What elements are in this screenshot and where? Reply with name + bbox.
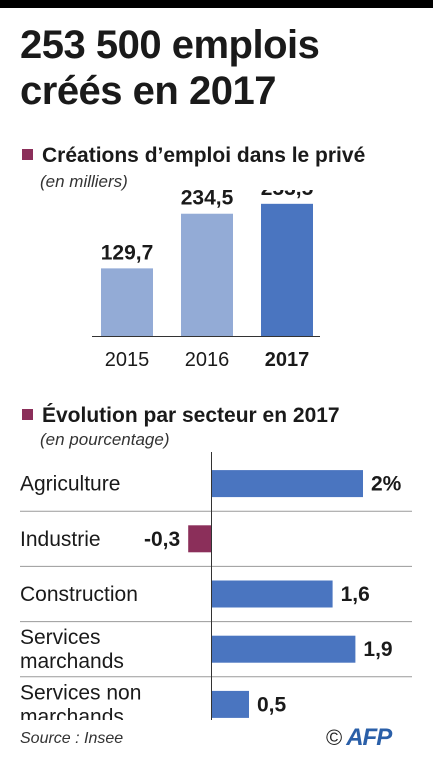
category-label-construction: Construction <box>20 583 138 606</box>
value-label-industrie: -0,3 <box>144 528 180 551</box>
top-bar <box>0 0 433 8</box>
source-note: Source : Insee <box>20 730 124 747</box>
bar-agriculture <box>211 470 363 498</box>
bar-construction <box>211 580 333 608</box>
value-label-2015: 129,7 <box>101 241 154 264</box>
value-label-2016: 234,5 <box>181 190 234 210</box>
chart2-subtitle: (en pourcentage) <box>40 430 170 449</box>
value-label-construction: 1,6 <box>341 583 370 606</box>
category-label-line: marchands <box>20 650 124 673</box>
value-label-2017: 253,5 <box>261 190 314 200</box>
page-title: 253 500 emplois créés en 2017 <box>20 23 320 113</box>
value-label-services-non-marchands: 0,5 <box>257 693 287 716</box>
copyright-symbol: © <box>326 725 343 750</box>
sector-bar-chart: Agriculture 2% Industrie -0,3 Construction 1,… <box>20 452 412 720</box>
bar-services-marchands <box>211 635 356 663</box>
chart2-marker <box>22 409 33 420</box>
category-label-line: marchands <box>20 705 124 720</box>
chart2-heading: Évolution par secteur en 2017 <box>22 404 340 428</box>
chart1-heading: Créations d’emploi dans le privé <box>22 144 365 168</box>
tick-label-2015: 2015 <box>105 349 150 371</box>
tick-label-2017: 2017 <box>265 349 310 371</box>
category-label-services-non-marchands: Services non marchands <box>20 681 141 720</box>
category-label-industrie: Industrie <box>20 528 101 551</box>
afp-credit: © AFP <box>326 724 392 752</box>
category-label-line: Services <box>20 626 101 649</box>
category-label-agriculture: Agriculture <box>20 473 120 496</box>
chart1-marker <box>22 149 33 160</box>
category-label-line: Agriculture <box>20 473 120 496</box>
bar-services-non-marchands <box>211 690 249 718</box>
chart1-subtitle: (en milliers) <box>40 172 128 191</box>
bar-2017 <box>261 203 313 336</box>
category-label-line: Industrie <box>20 528 101 551</box>
chart1-title: Créations d’emploi dans le privé <box>42 144 366 167</box>
afp-logo: AFP <box>346 724 392 751</box>
jobs-bar-chart: 129,7 2015 234,5 2016 253,5 2017 <box>92 190 320 371</box>
bar-2015 <box>101 268 153 336</box>
value-label-services-marchands: 1,9 <box>363 638 392 661</box>
value-label-agriculture: 2% <box>371 473 402 496</box>
tick-label-2016: 2016 <box>185 349 230 371</box>
bar-industrie <box>188 525 211 553</box>
category-label-services-marchands: Services marchands <box>20 626 124 673</box>
bar-2016 <box>181 213 233 336</box>
category-label-line: Services non <box>20 681 141 704</box>
chart2-title: Évolution par secteur en 2017 <box>42 404 340 427</box>
category-label-line: Construction <box>20 583 138 606</box>
